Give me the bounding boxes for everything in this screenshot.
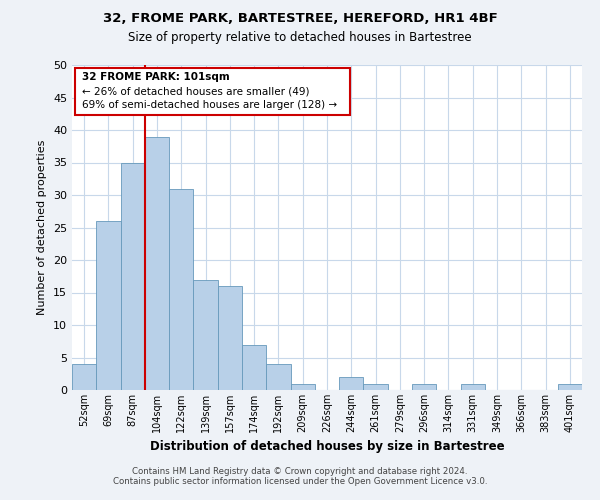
Text: Size of property relative to detached houses in Bartestree: Size of property relative to detached ho… bbox=[128, 31, 472, 44]
Bar bbox=[193, 280, 218, 390]
Bar bbox=[339, 377, 364, 390]
Bar bbox=[96, 221, 121, 390]
Text: Contains HM Land Registry data © Crown copyright and database right 2024.: Contains HM Land Registry data © Crown c… bbox=[132, 467, 468, 476]
Bar bbox=[412, 384, 436, 390]
Bar bbox=[218, 286, 242, 390]
Bar bbox=[290, 384, 315, 390]
Text: 69% of semi-detached houses are larger (128) →: 69% of semi-detached houses are larger (… bbox=[82, 100, 337, 110]
X-axis label: Distribution of detached houses by size in Bartestree: Distribution of detached houses by size … bbox=[149, 440, 505, 454]
Bar bbox=[558, 384, 582, 390]
Bar bbox=[266, 364, 290, 390]
Y-axis label: Number of detached properties: Number of detached properties bbox=[37, 140, 47, 315]
Text: 32, FROME PARK, BARTESTREE, HEREFORD, HR1 4BF: 32, FROME PARK, BARTESTREE, HEREFORD, HR… bbox=[103, 12, 497, 26]
Bar bbox=[461, 384, 485, 390]
Text: ← 26% of detached houses are smaller (49): ← 26% of detached houses are smaller (49… bbox=[82, 86, 310, 96]
Bar bbox=[121, 162, 145, 390]
Bar bbox=[72, 364, 96, 390]
Text: Contains public sector information licensed under the Open Government Licence v3: Contains public sector information licen… bbox=[113, 477, 487, 486]
Text: 32 FROME PARK: 101sqm: 32 FROME PARK: 101sqm bbox=[82, 72, 230, 82]
Bar bbox=[145, 136, 169, 390]
Bar bbox=[169, 188, 193, 390]
FancyBboxPatch shape bbox=[74, 68, 350, 116]
Bar bbox=[364, 384, 388, 390]
Bar bbox=[242, 344, 266, 390]
